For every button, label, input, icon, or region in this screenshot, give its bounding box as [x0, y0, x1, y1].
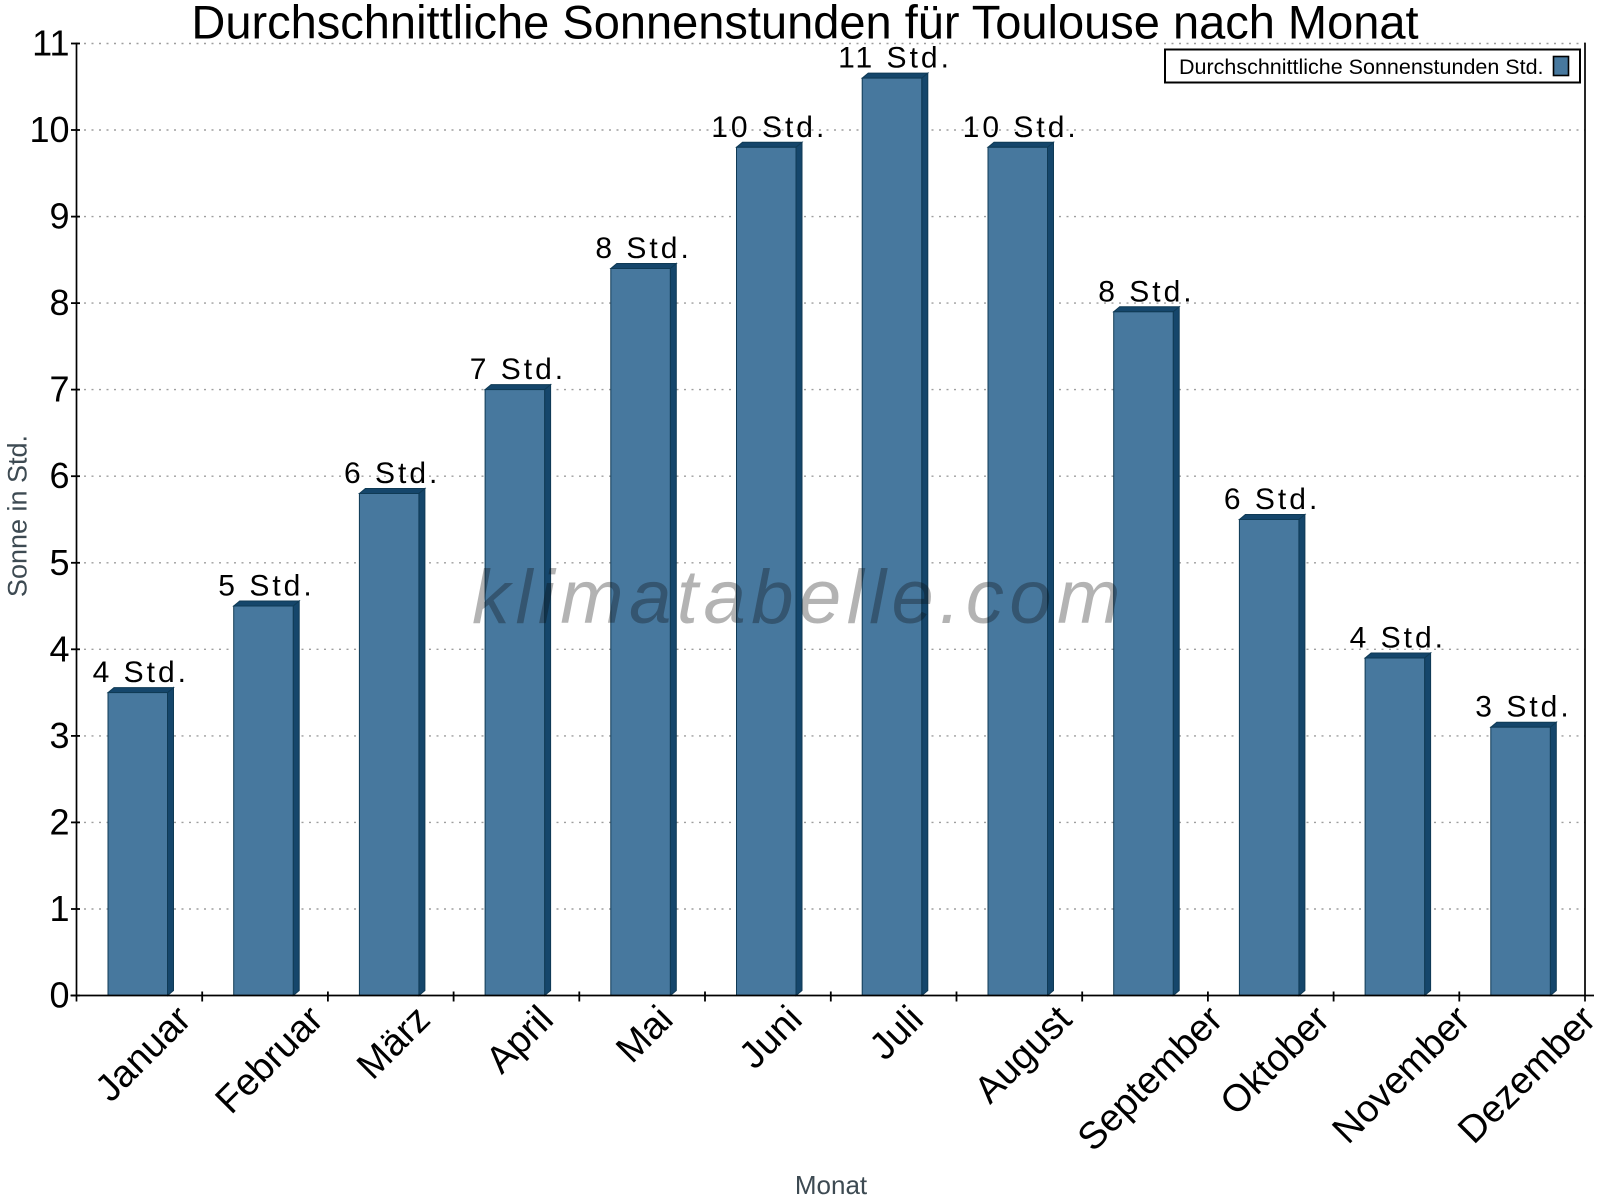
svg-text:4 Std.: 4 Std. [1350, 622, 1446, 655]
svg-text:4: 4 [49, 628, 69, 669]
svg-text:3 Std.: 3 Std. [1475, 691, 1571, 724]
svg-text:10: 10 [29, 109, 69, 150]
svg-text:5: 5 [49, 542, 69, 583]
svg-text:klimatabelle.com: klimatabelle.com [472, 555, 1126, 640]
svg-text:6 Std.: 6 Std. [344, 457, 440, 490]
svg-text:8 Std.: 8 Std. [1098, 275, 1194, 308]
svg-text:7: 7 [49, 369, 69, 410]
svg-text:11: 11 [32, 23, 69, 64]
svg-text:8 Std.: 8 Std. [595, 232, 691, 265]
svg-text:Monat: Monat [795, 1170, 868, 1200]
svg-text:5 Std.: 5 Std. [218, 570, 314, 603]
svg-text:10 Std.: 10 Std. [711, 111, 827, 144]
svg-text:11 Std.: 11 Std. [838, 42, 952, 75]
svg-text:1: 1 [49, 888, 69, 929]
svg-text:8: 8 [49, 282, 69, 323]
svg-text:Durchschnittliche Sonnenstunde: Durchschnittliche Sonnenstunden für Toul… [191, 0, 1418, 49]
svg-text:6 Std.: 6 Std. [1224, 483, 1320, 516]
svg-text:7 Std.: 7 Std. [470, 353, 566, 386]
svg-text:0: 0 [49, 975, 69, 1016]
svg-text:Sonne in Std.: Sonne in Std. [3, 435, 33, 597]
svg-text:9: 9 [49, 196, 69, 237]
svg-text:4 Std.: 4 Std. [93, 656, 189, 689]
svg-text:3: 3 [49, 715, 69, 756]
svg-text:2: 2 [49, 801, 69, 842]
svg-text:Durchschnittliche Sonnenstunde: Durchschnittliche Sonnenstunden Std. [1179, 55, 1544, 79]
svg-text:6: 6 [49, 455, 69, 496]
svg-text:10 Std.: 10 Std. [963, 111, 1079, 144]
